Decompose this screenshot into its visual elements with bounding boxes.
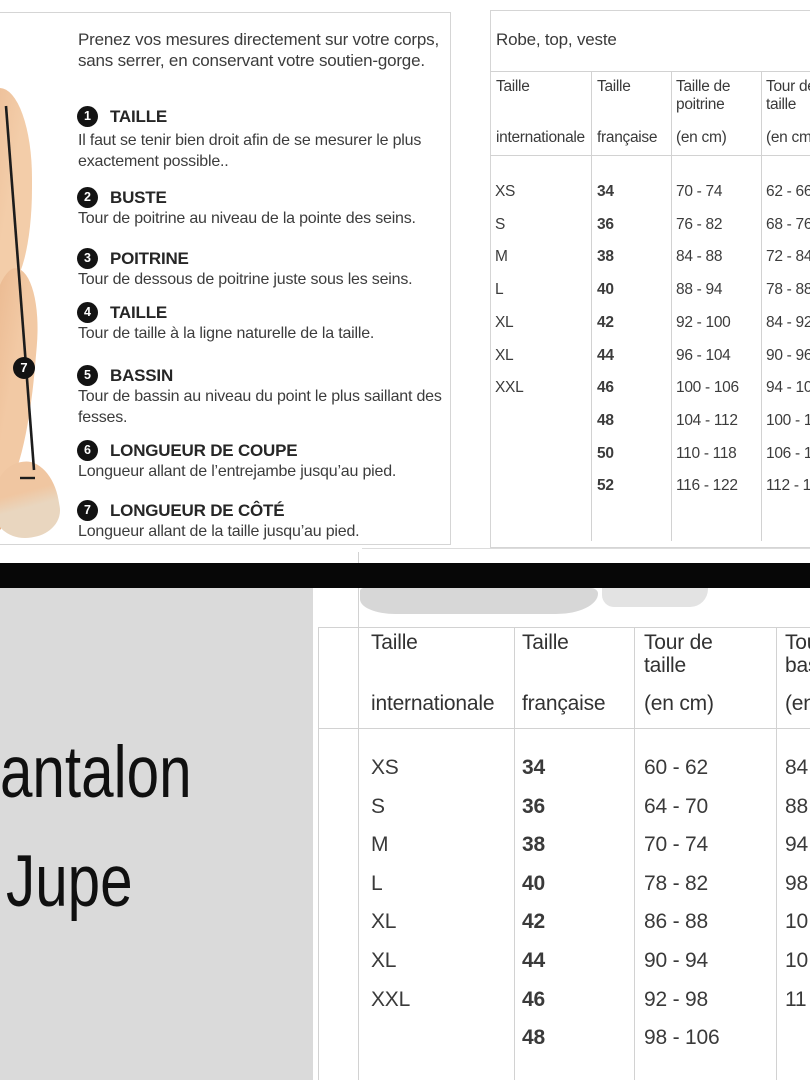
table-cell: 94 [785, 833, 808, 857]
blurred-artifact [360, 588, 598, 614]
robe-col-header: Taille de [676, 78, 731, 95]
table-cell: S [371, 794, 385, 818]
pantalon-col-header: (en cm) [785, 692, 810, 715]
item-description: Tour de taille à la ligne naturelle de l… [78, 325, 375, 342]
table-cell: 36 [522, 794, 545, 818]
gridline [318, 728, 810, 729]
pantalon-col-header: Taille [522, 631, 569, 654]
item-number-badge: 7 [77, 500, 98, 521]
table-cell: XS [371, 756, 399, 779]
item-description: Tour de bassin au niveau du point le plu… [78, 388, 442, 426]
item-number-badge: 5 [77, 365, 98, 386]
gridline [490, 71, 810, 72]
table-cell: 98 [785, 871, 808, 895]
gridline [362, 548, 810, 549]
robe-col-header: Taille [597, 78, 631, 95]
robe-table-title: Robe, top, veste [496, 30, 617, 49]
pantalon-col-header: française [522, 692, 606, 715]
table-cell: 64 - 70 [644, 794, 708, 818]
blurred-artifact [602, 588, 708, 607]
robe-col-header: taille [766, 96, 797, 113]
category-pantalon: Pantalon [0, 732, 192, 813]
item-title: POITRINE [110, 249, 189, 268]
table-cell: 38 [522, 833, 545, 857]
robe-col-header: Taille [496, 78, 530, 95]
item-number-badge: 2 [77, 187, 98, 208]
robe-col-header: Tour de [766, 78, 810, 95]
robe-col-header: poitrine [676, 96, 725, 113]
table-cell: XL [371, 949, 397, 972]
table-cell: 88 [785, 794, 808, 818]
table-cell: 78 - 82 [644, 871, 708, 895]
table-cell: 42 [522, 910, 545, 934]
gridline [776, 627, 777, 1080]
table-cell: 90 - 94 [644, 949, 708, 972]
item-description: Longueur allant de la taille jusqu’au pi… [78, 523, 360, 540]
table-cell: 34 [522, 756, 545, 779]
table-cell: 84 [785, 756, 808, 779]
robe-col-header: (en cm) [766, 129, 810, 146]
table-cell: 40 [522, 871, 545, 895]
item-title: TAILLE [110, 107, 168, 126]
table-cell: 10 [785, 949, 808, 972]
item-title: BUSTE [110, 188, 167, 207]
gridline [358, 552, 359, 1080]
item-title: LONGUEUR DE CÔTÉ [110, 501, 285, 520]
separator-bar [0, 563, 810, 588]
table-cell: 48 [522, 1026, 545, 1050]
item-description: Tour de dessous de poitrine juste sous l… [78, 271, 413, 288]
robe-top-veste-card [490, 10, 810, 548]
gridline [514, 627, 515, 1080]
table-cell: 92 - 98 [644, 987, 708, 1011]
table-cell: 46 [522, 987, 545, 1011]
pantalon-col-header: Tour de [785, 631, 810, 654]
item-description: Il faut se tenir bien droit afin de se m… [78, 132, 422, 170]
table-cell: XL [371, 910, 397, 934]
pantalon-col-header: Tour de [644, 631, 713, 654]
measure-intro-text: Prenez vos mesures directement sur votre… [78, 30, 439, 70]
gridline [591, 71, 592, 541]
measurement-line-7-icon [4, 105, 36, 480]
robe-col-header: française [597, 129, 658, 146]
table-cell: 70 - 74 [644, 833, 708, 857]
gridline [671, 71, 672, 541]
pantalon-col-header: bassin [785, 654, 810, 677]
item-number-badge: 1 [77, 106, 98, 127]
item-number-badge: 3 [77, 248, 98, 269]
figure-badge-7: 7 [13, 357, 35, 379]
table-cell: M [371, 833, 389, 857]
table-cell: 11 [785, 987, 807, 1011]
pantalon-col-header: Taille [371, 631, 418, 654]
pantalon-col-header: internationale [371, 692, 495, 715]
gridline [490, 155, 810, 156]
pantalon-col-header: taille [644, 654, 686, 677]
gridline [634, 627, 635, 1080]
table-cell: XXL [371, 987, 411, 1011]
table-cell: 60 - 62 [644, 756, 708, 779]
category-jupe: Jupe [6, 841, 133, 922]
table-cell: 86 - 88 [644, 910, 708, 934]
gridline [318, 627, 319, 1080]
table-cell: L [371, 871, 383, 895]
pantalon-col-header: (en cm) [644, 692, 714, 715]
table-cell: 10 [785, 910, 808, 934]
item-number-badge: 6 [77, 440, 98, 461]
robe-col-header: internationale [496, 129, 585, 146]
item-description: Tour de poitrine au niveau de la pointe … [78, 210, 416, 227]
category-panel [0, 588, 313, 1080]
gridline [761, 71, 762, 541]
item-title: TAILLE [110, 303, 168, 322]
item-description: Longueur allant de l’entrejambe jusqu’au… [78, 463, 397, 480]
item-title: LONGUEUR DE COUPE [110, 441, 298, 460]
table-cell: 44 [522, 949, 545, 972]
robe-col-header: (en cm) [676, 129, 727, 146]
gridline [318, 627, 810, 628]
measurement-instructions-card [0, 12, 451, 545]
item-title: BASSIN [110, 366, 174, 385]
table-cell: 98 - 106 [644, 1026, 720, 1050]
item-number-badge: 4 [77, 302, 98, 323]
